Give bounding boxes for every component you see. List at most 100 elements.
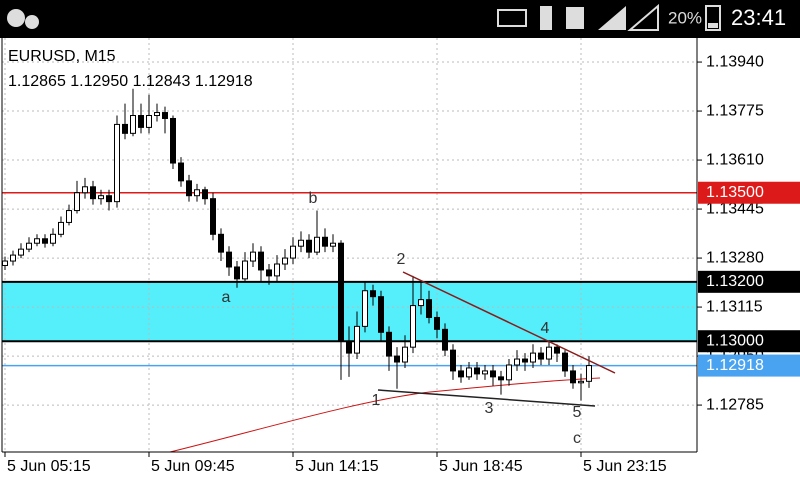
level-label: 1.13500 — [706, 184, 764, 201]
x-tick-label: 5 Jun 09:45 — [151, 458, 235, 475]
candle-body — [114, 123, 120, 203]
candle-body — [66, 210, 72, 223]
plot-area: 1.13940 1.13775 1.13610 1.13445 1.13280 1.131… — [1, 38, 800, 475]
wave-label: 5 — [573, 404, 582, 421]
candle-body — [210, 198, 216, 235]
candle-body — [146, 115, 152, 128]
level-label: 1.12918 — [706, 357, 764, 374]
candle-body — [490, 370, 496, 378]
candle-body — [178, 162, 184, 182]
candle-body — [506, 364, 512, 381]
level-box — [698, 330, 800, 353]
candle-body — [282, 257, 288, 265]
candle-body — [106, 195, 112, 203]
app-icon — [25, 15, 39, 29]
candle-body — [90, 186, 96, 200]
candle-body — [50, 233, 56, 244]
candle-body — [522, 358, 528, 363]
candle-body — [418, 299, 424, 307]
candle-body — [322, 236, 328, 247]
status-bar — [0, 0, 800, 38]
x-tick-label: 5 Jun 23:15 — [583, 458, 667, 475]
level-box — [698, 270, 800, 293]
candle-body — [266, 269, 272, 277]
candle-body — [586, 365, 592, 382]
candle-body — [466, 367, 472, 378]
candle-body — [122, 123, 128, 134]
candle-body — [202, 189, 208, 200]
candle-body — [554, 346, 560, 354]
candle-body — [346, 340, 352, 354]
wave-label: 4 — [541, 320, 550, 337]
candle-body — [514, 358, 520, 366]
chart-title: EURUSD, M15 — [8, 48, 116, 65]
candle-body — [42, 238, 48, 244]
candle-body — [186, 180, 192, 197]
candle-body — [338, 242, 344, 342]
x-tick-label: 5 Jun 05:15 — [7, 458, 91, 475]
candle-body — [2, 260, 8, 266]
candle-body — [434, 316, 440, 330]
app-icon — [7, 9, 25, 27]
data-icon — [540, 6, 552, 30]
candle-body — [498, 376, 504, 381]
candle-body — [450, 349, 456, 372]
candle-body — [482, 370, 488, 375]
wave-label: b — [309, 190, 318, 207]
wave-label: c — [573, 430, 581, 447]
candle-body — [530, 352, 536, 363]
y-tick-label: 1.13775 — [706, 102, 764, 119]
candle-body — [194, 189, 200, 197]
battery-percent: 20% — [668, 8, 702, 27]
candle-body — [226, 251, 232, 268]
candle-body — [250, 251, 256, 262]
candle-body — [386, 331, 392, 357]
candle-body — [162, 112, 168, 119]
candle-body — [18, 248, 24, 256]
trendline — [377, 389, 596, 407]
candle-body — [130, 115, 136, 134]
battery-level — [708, 23, 718, 28]
level-label: 1.13200 — [706, 273, 764, 290]
candle-body — [234, 266, 240, 280]
level-box — [698, 354, 800, 377]
wave-label: a — [222, 289, 231, 306]
candle-body — [290, 245, 296, 259]
candle-body — [74, 192, 80, 212]
ohlc-readout: 1.12865 1.12950 1.12843 1.12918 — [8, 73, 253, 90]
candle-body — [474, 367, 480, 375]
candle-body — [34, 238, 40, 244]
signal-icon — [598, 6, 626, 30]
candle-body — [306, 239, 312, 253]
y-tick-label: 1.13115 — [706, 298, 763, 315]
candle-body — [362, 290, 368, 327]
trendline — [402, 271, 616, 374]
candle-body — [442, 328, 448, 351]
wave-label: 2 — [397, 251, 406, 268]
candle-body — [314, 236, 320, 253]
y-tick-label: 1.13445 — [706, 200, 764, 217]
y-tick-label: 1.13280 — [706, 249, 764, 266]
candle-body — [546, 346, 552, 360]
candle-body — [58, 221, 64, 235]
x-tick-label: 5 Jun 18:45 — [439, 458, 523, 475]
mute-icon — [497, 9, 527, 27]
candle-body — [394, 355, 400, 363]
sim-icon — [566, 7, 584, 29]
candle-body — [538, 352, 544, 360]
candle-body — [370, 290, 376, 298]
y-tick-label: 1.13610 — [706, 151, 764, 168]
candle-body — [218, 233, 224, 253]
wave-label: 3 — [485, 400, 494, 417]
level-box — [698, 181, 800, 204]
candle-body — [10, 254, 16, 262]
wave-label: 1 — [372, 392, 381, 409]
candle-body — [170, 117, 176, 164]
y-tick-label: 1.13940 — [706, 53, 764, 70]
candle-body — [410, 305, 416, 348]
level-label: 1.13000 — [706, 332, 764, 349]
candle-body — [578, 380, 584, 384]
x-tick-label: 5 Jun 14:15 — [295, 458, 379, 475]
